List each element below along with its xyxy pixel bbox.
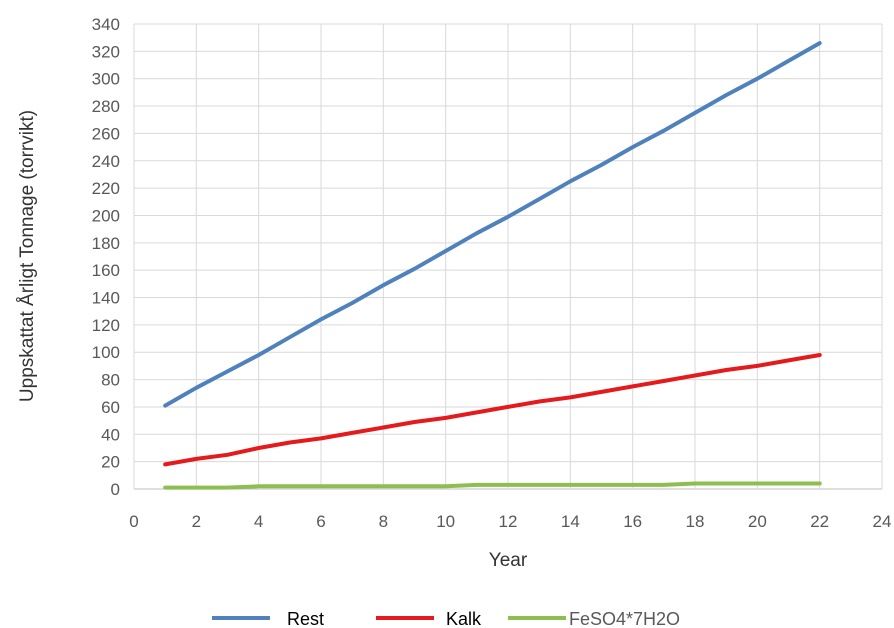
y-tick-label: 80 xyxy=(101,371,120,390)
x-tick-label: 0 xyxy=(129,512,138,531)
y-tick-label: 200 xyxy=(92,206,120,225)
y-tick-label: 140 xyxy=(92,289,120,308)
y-tick-label: 260 xyxy=(92,124,120,143)
legend-label: FeSO4*7H2O xyxy=(569,609,680,628)
x-tick-label: 18 xyxy=(686,512,705,531)
x-tick-label: 14 xyxy=(561,512,580,531)
y-tick-label: 100 xyxy=(92,343,120,362)
y-tick-label: 160 xyxy=(92,261,120,280)
x-tick-label: 12 xyxy=(499,512,518,531)
series-lines xyxy=(163,41,822,490)
x-axis-ticks: 0 2 4 6 8 10 12 14 16 18 20 22 24 xyxy=(129,512,891,531)
x-tick-label: 2 xyxy=(192,512,201,531)
y-tick-label: 280 xyxy=(92,97,120,116)
y-tick-label: 220 xyxy=(92,179,120,198)
legend-label: Rest xyxy=(287,609,324,628)
grid-lines xyxy=(133,23,883,490)
x-tick-label: 6 xyxy=(316,512,325,531)
y-tick-label: 20 xyxy=(101,453,120,472)
x-tick-label: 8 xyxy=(379,512,388,531)
x-tick-label: 10 xyxy=(436,512,455,531)
x-tick-label: 22 xyxy=(810,512,829,531)
y-tick-label: 60 xyxy=(101,398,120,417)
y-tick-label: 240 xyxy=(92,152,120,171)
y-tick-label: 180 xyxy=(92,234,120,253)
y-tick-label: 0 xyxy=(111,480,120,499)
y-axis-title: Uppskattat Årligt Tonnage (torrvikt) xyxy=(17,110,38,402)
x-tick-label: 4 xyxy=(254,512,263,531)
y-axis-ticks: 0 20 40 60 80 100 120 140 160 180 200 220 240 260 280 3… xyxy=(92,15,120,499)
y-tick-label: 40 xyxy=(101,425,120,444)
legend: Rest Kalk FeSO4*7H2O xyxy=(212,609,680,628)
x-tick-label: 16 xyxy=(623,512,642,531)
y-tick-label: 120 xyxy=(92,316,120,335)
x-axis-title: Year xyxy=(489,550,528,571)
y-tick-label: 300 xyxy=(92,70,120,89)
x-tick-label: 24 xyxy=(873,512,892,531)
y-tick-label: 320 xyxy=(92,42,120,61)
series-line-rest xyxy=(163,41,822,408)
legend-label: Kalk xyxy=(446,609,482,628)
x-tick-label: 20 xyxy=(748,512,767,531)
y-tick-label: 340 xyxy=(92,15,120,34)
series-line-feso4-7h2o xyxy=(163,481,822,490)
series-line-kalk xyxy=(163,353,822,467)
